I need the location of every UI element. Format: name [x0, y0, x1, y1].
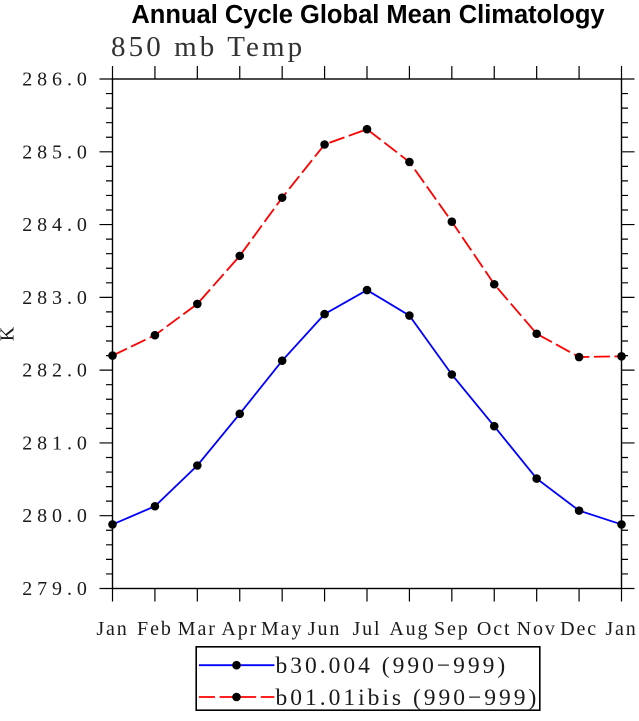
svg-text:286.0: 286.0	[22, 69, 92, 91]
svg-text:Feb: Feb	[137, 618, 173, 640]
svg-text:Jan: Jan	[96, 618, 128, 640]
svg-text:Apr: Apr	[221, 618, 258, 640]
svg-text:282.0: 282.0	[22, 360, 92, 382]
svg-text:Aug: Aug	[389, 618, 429, 640]
svg-text:281.0: 281.0	[22, 432, 92, 454]
svg-text:Annual Cycle Global Mean Clima: Annual Cycle Global Mean Climatology	[131, 1, 605, 29]
svg-text:Mar: Mar	[178, 618, 217, 640]
svg-text:K: K	[0, 326, 19, 341]
svg-text:Jul: Jul	[352, 618, 381, 640]
svg-text:Nov: Nov	[517, 618, 557, 640]
svg-text:b30.004 (990−999): b30.004 (990−999)	[276, 653, 509, 679]
svg-text:Dec: Dec	[560, 618, 598, 640]
svg-text:May: May	[261, 618, 303, 640]
svg-text:283.0: 283.0	[22, 287, 92, 309]
svg-text:279.0: 279.0	[22, 578, 92, 600]
svg-text:Oct: Oct	[477, 618, 512, 640]
svg-text:850 mb Temp: 850 mb Temp	[111, 31, 305, 63]
svg-text:Jan: Jan	[605, 618, 637, 640]
svg-text:Jun: Jun	[308, 618, 341, 640]
svg-text:280.0: 280.0	[22, 505, 92, 527]
svg-text:Sep: Sep	[434, 618, 470, 640]
svg-text:285.0: 285.0	[22, 141, 92, 163]
svg-text:284.0: 284.0	[22, 214, 92, 236]
svg-text:b01.01ibis (990−999): b01.01ibis (990−999)	[276, 685, 540, 711]
